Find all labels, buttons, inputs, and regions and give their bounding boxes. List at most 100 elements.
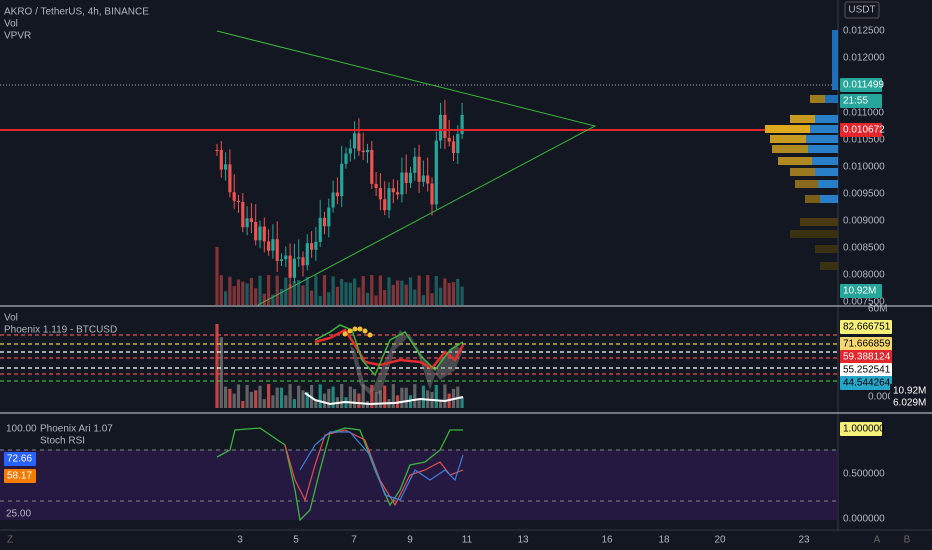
currency[interactable]: USDT: [848, 5, 875, 16]
vol: [400, 280, 404, 305]
candle: [361, 150, 365, 153]
stoch-badge-bg: [840, 422, 882, 436]
pane2-badge-bg: [840, 350, 892, 364]
price-tick: 0.010000: [843, 162, 885, 173]
vol: [279, 387, 284, 408]
corner-button[interactable]: A: [874, 535, 881, 546]
x-tick: 18: [658, 535, 670, 546]
candle: [365, 149, 370, 153]
vol: [262, 399, 266, 408]
vol: [443, 384, 447, 408]
vol: [421, 385, 425, 408]
vol: [232, 286, 236, 305]
x-tick: 3: [237, 535, 243, 546]
candle: [262, 226, 266, 242]
volume-profile: [765, 30, 838, 270]
vol: [370, 384, 374, 408]
vol: [288, 384, 292, 408]
candle: [271, 239, 275, 251]
vol: [245, 384, 249, 408]
vol: [348, 386, 352, 408]
vol: [370, 275, 374, 305]
candle: [327, 207, 331, 227]
vol: [357, 287, 361, 305]
vol: [439, 400, 443, 408]
candle: [310, 243, 314, 250]
vol: [426, 275, 430, 305]
vol: [396, 280, 400, 305]
corner-button[interactable]: B: [904, 535, 911, 546]
vol: [331, 276, 335, 305]
x-tick: 16: [601, 535, 613, 546]
vol: [361, 384, 365, 408]
vol: [254, 390, 258, 408]
price-badge-bg: [840, 94, 882, 108]
vol: [305, 276, 309, 305]
candle: [391, 188, 395, 193]
currency-box[interactable]: [844, 1, 880, 19]
candle: [357, 133, 361, 151]
indicator: Vol: [4, 313, 18, 324]
vol: [301, 390, 305, 408]
candle: [451, 141, 456, 153]
candle: [236, 200, 241, 203]
pane2-tick: 60M: [868, 304, 887, 315]
price-tick: 0.011000: [843, 108, 884, 119]
vol: [322, 393, 327, 408]
stoch-tick: 0.000000: [843, 514, 885, 525]
candle: [434, 140, 438, 205]
vol: [391, 384, 395, 408]
vol: [460, 397, 464, 408]
vol: [374, 391, 378, 408]
vol: [391, 284, 395, 305]
candle: [215, 150, 219, 151]
vol: [228, 276, 232, 305]
rsi-tick: 25.00: [6, 509, 31, 520]
vol: [219, 337, 223, 408]
vol: [245, 283, 249, 305]
x-tick: 20: [714, 535, 726, 546]
candle: [383, 199, 387, 211]
vol: [357, 393, 361, 408]
vol: [421, 295, 425, 305]
candle: [228, 164, 232, 193]
candle: [322, 217, 327, 227]
vol: [219, 275, 223, 305]
corner-button[interactable]: Z: [7, 535, 13, 546]
vol: [258, 275, 262, 305]
vol: [236, 384, 241, 408]
vol: [241, 281, 245, 305]
vol: [413, 384, 417, 408]
pane2-tick: 0.000000: [868, 392, 910, 403]
vol: [447, 282, 451, 305]
vol: [267, 275, 271, 305]
candle: [254, 222, 258, 241]
pane2-badge-bg: [840, 363, 892, 377]
vol: [314, 401, 318, 408]
candles: [215, 99, 464, 289]
candle: [301, 257, 305, 266]
stoch-badge: 1.000000: [843, 424, 885, 435]
vol: [305, 391, 309, 408]
candle: [460, 114, 464, 135]
vol: [378, 390, 382, 408]
price-tick: 0.009000: [843, 216, 885, 227]
vol: [271, 294, 275, 305]
pane2-badge: 71.666859: [843, 339, 891, 350]
candle: [340, 163, 344, 197]
candle: [267, 241, 271, 251]
vol: [327, 292, 331, 305]
vol: [451, 282, 456, 305]
vol: [327, 388, 331, 408]
candle: [335, 192, 339, 197]
vol: [249, 391, 253, 408]
vol: [275, 275, 279, 305]
pane2-badge-bg: [890, 384, 928, 398]
vol: [254, 288, 258, 305]
candle: [284, 255, 288, 260]
vol: [236, 279, 241, 305]
symbol: AKRO / TetherUS, 4h, BINANCE: [4, 7, 149, 18]
vol: [318, 296, 322, 305]
candle: [417, 156, 421, 182]
price-badge-bg: [840, 78, 882, 92]
